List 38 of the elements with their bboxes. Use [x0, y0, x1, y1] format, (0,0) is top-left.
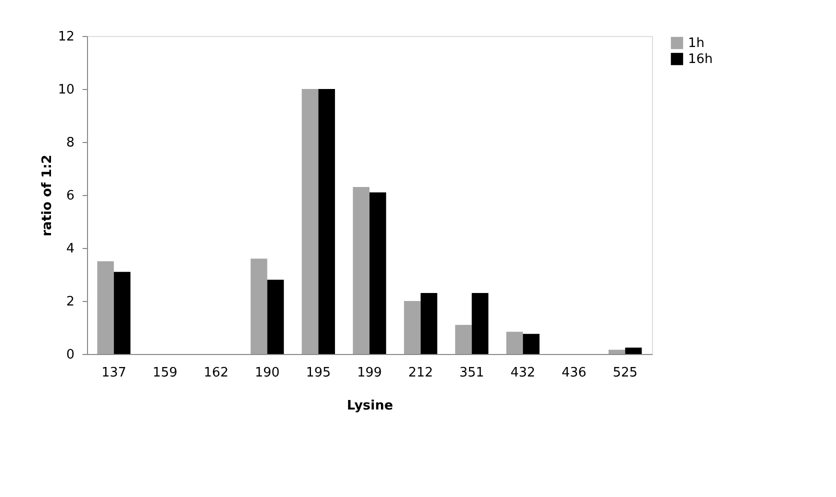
bar [522, 334, 540, 354]
x-tick-label: 199 [357, 366, 382, 380]
y-axis-title: ratio of 1:2 [40, 154, 55, 236]
x-tick-label: 436 [562, 366, 586, 380]
legend-label: 16h [688, 52, 713, 67]
bar [250, 258, 268, 354]
bar [455, 324, 472, 354]
x-tick-label: 432 [510, 366, 536, 380]
legend-label: 1h [688, 36, 705, 51]
x-tick-label: 195 [306, 366, 331, 380]
x-tick-label: 212 [408, 366, 434, 380]
x-tick-label: 525 [612, 366, 638, 380]
bar [404, 301, 421, 354]
y-tick-label: 8 [66, 136, 74, 150]
bar [352, 187, 370, 354]
bar [370, 192, 386, 354]
bar [267, 280, 284, 354]
bar [114, 272, 130, 354]
bar [420, 293, 438, 354]
y-tick-label: 4 [66, 242, 74, 256]
y-tick-label: 2 [66, 294, 74, 310]
x-tick-label: 351 [459, 366, 484, 380]
y-tick-label: 0 [66, 348, 74, 362]
y-tick-label: 12 [58, 30, 74, 44]
x-tick-label: 162 [204, 366, 229, 380]
bar [625, 348, 642, 354]
y-tick-label: 6 [66, 188, 74, 204]
x-tick-label: 159 [152, 366, 178, 380]
x-axis-title: Lysine [346, 398, 394, 414]
x-tick-label: 137 [101, 366, 126, 380]
bar [608, 350, 626, 354]
x-tick-label: 190 [254, 366, 280, 380]
bar [97, 261, 114, 354]
bar [302, 89, 318, 354]
y-tick-label: 10 [58, 82, 74, 98]
bar [506, 332, 523, 354]
bar [318, 89, 335, 354]
bar [472, 293, 488, 354]
